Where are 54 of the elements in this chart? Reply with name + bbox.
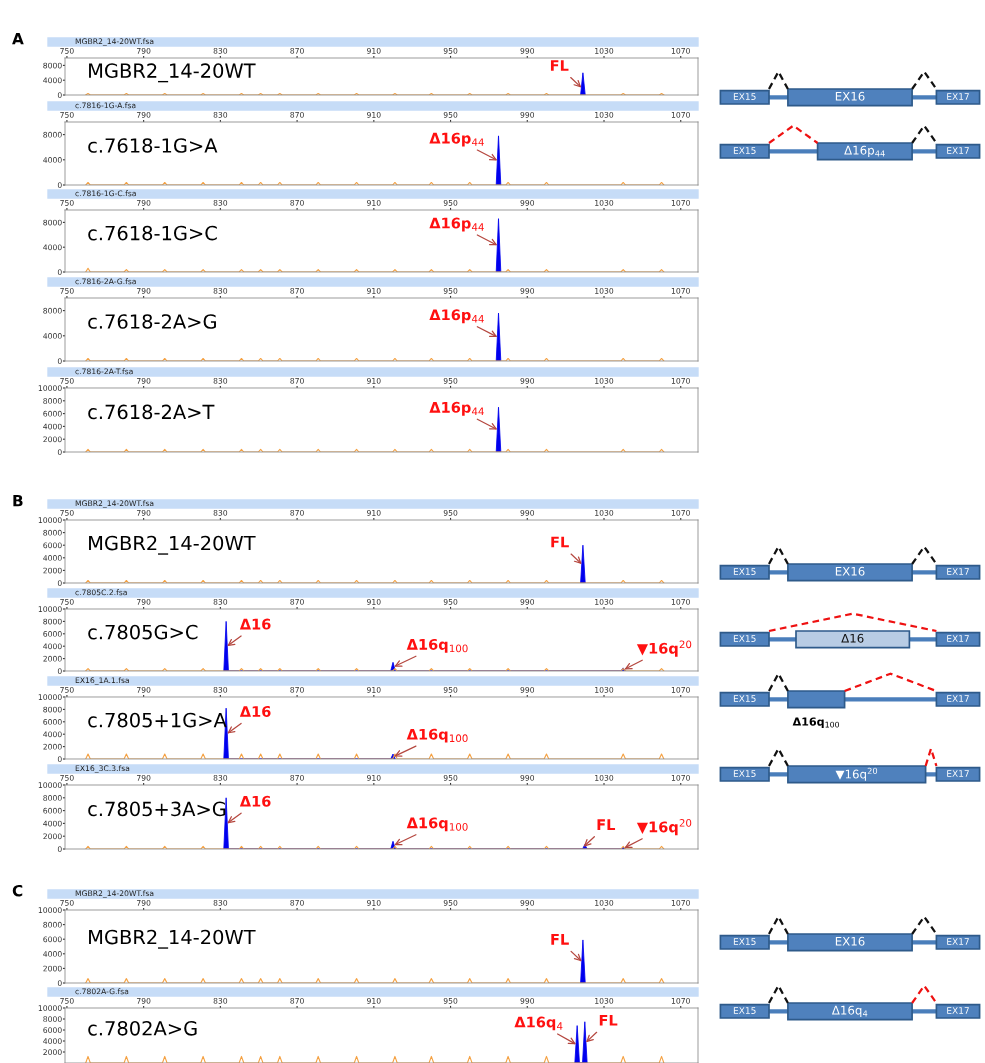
text: EX17 bbox=[947, 147, 969, 154]
text: EX16 bbox=[835, 566, 865, 576]
annotation: MGBR2_14-20WT bbox=[89, 535, 256, 555]
annotation: c.7618-2A>T bbox=[88, 404, 215, 420]
text: EX16 bbox=[835, 91, 865, 101]
text: EX17 bbox=[947, 938, 969, 945]
annotation: Δ16q$_{100}$ bbox=[406, 817, 468, 832]
text: EX15 bbox=[733, 93, 756, 100]
annotation: Δ16 bbox=[239, 618, 271, 630]
annotation: Δ16p$_{44}$ bbox=[429, 309, 484, 324]
annotation: Δ16p$_{44}$ bbox=[429, 401, 484, 416]
annotation: Δ16q$_{100}$ bbox=[406, 638, 468, 653]
text: EX17 bbox=[947, 695, 969, 702]
annotation: Δ16 bbox=[239, 705, 271, 717]
chart-title: B bbox=[13, 495, 23, 507]
text: EX15 bbox=[733, 938, 756, 945]
text: EX15 bbox=[733, 695, 756, 702]
text: EX17 bbox=[947, 93, 969, 100]
annotation: c.7805G>C bbox=[88, 624, 198, 640]
annotation: Δ16q$_{100}$ bbox=[406, 728, 468, 743]
annotation: Δ16q$_{4}$ bbox=[514, 1016, 563, 1031]
text: EX15 bbox=[733, 568, 756, 575]
annotation: FL bbox=[599, 1014, 618, 1026]
annotation: FL bbox=[550, 60, 569, 71]
annotation: FL bbox=[551, 536, 569, 548]
text: EX15 bbox=[733, 147, 756, 154]
text: EX15 bbox=[733, 770, 756, 777]
chart-title: A bbox=[12, 33, 24, 45]
text: EX17 bbox=[947, 568, 969, 575]
text: EX15 bbox=[733, 1007, 756, 1014]
annotation: FL bbox=[551, 934, 569, 945]
text: EX15 bbox=[733, 635, 756, 642]
annotation: FL bbox=[597, 819, 616, 830]
text: ▼16q$^{20}$ bbox=[835, 767, 878, 781]
text: Δ16q$_{100}$ bbox=[792, 717, 840, 728]
annotation: ▼16q$^{20}$ bbox=[636, 819, 692, 836]
text: Δ16p$_{44}$ bbox=[844, 145, 885, 157]
annotation: c.7618-2A>G bbox=[88, 314, 216, 329]
text: Δ16q$_{4}$ bbox=[831, 1005, 868, 1017]
text: Δ16 bbox=[841, 633, 864, 643]
text: EX16 bbox=[835, 936, 865, 946]
annotation: MGBR2_14-20WT bbox=[89, 63, 256, 83]
annotation: Δ16p$_{44}$ bbox=[429, 132, 484, 147]
annotation: c.7802A>G bbox=[88, 1020, 197, 1036]
annotation: Δ16 bbox=[239, 795, 271, 807]
text: EX17 bbox=[947, 770, 969, 777]
annotation: Δ16p$_{44}$ bbox=[429, 217, 484, 232]
text: EX17 bbox=[947, 1007, 969, 1014]
annotation: c.7618-1G>A bbox=[88, 138, 218, 153]
annotation: c.7618-1G>C bbox=[88, 225, 217, 241]
annotation: MGBR2_14-20WT bbox=[89, 929, 256, 949]
text: EX17 bbox=[947, 635, 969, 642]
annotation: ▼16q$^{20}$ bbox=[636, 640, 692, 657]
chart-title: C bbox=[12, 884, 23, 897]
